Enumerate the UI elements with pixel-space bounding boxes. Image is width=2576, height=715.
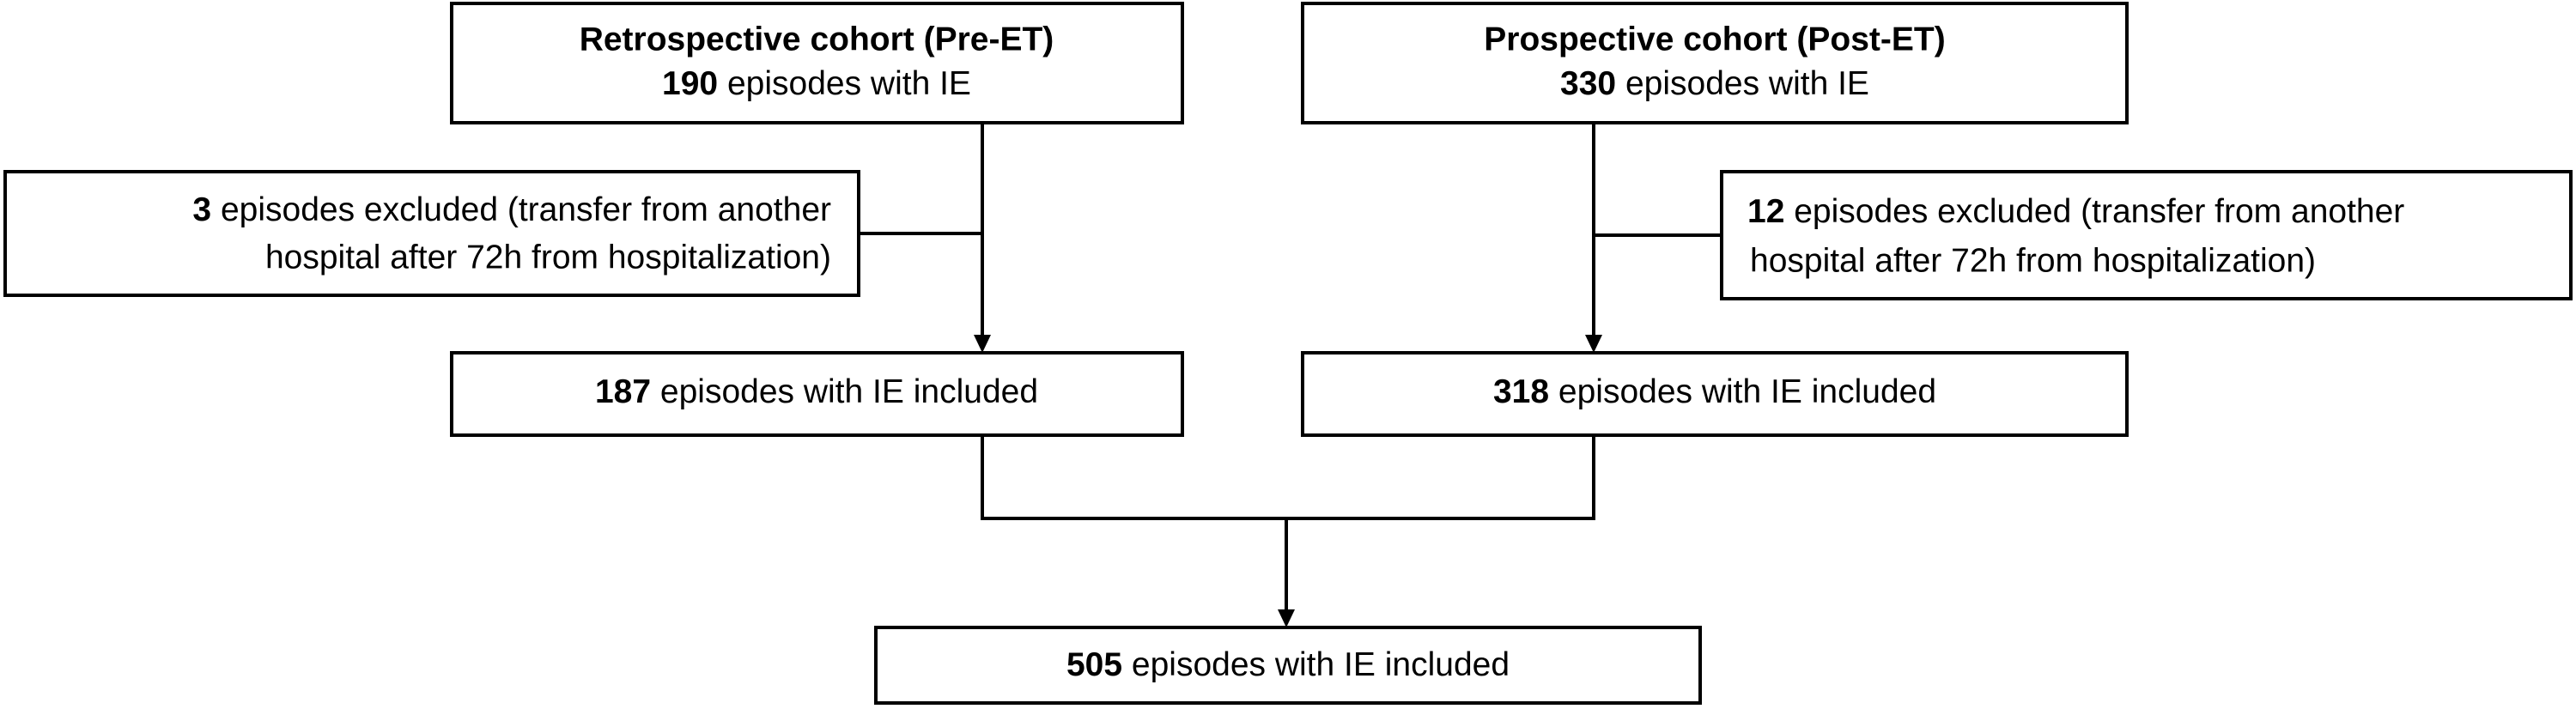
arrowhead xyxy=(1585,335,1602,353)
node-label: 505 episodes with IE included xyxy=(1066,646,1510,683)
connectors xyxy=(859,123,1722,627)
node-count: 3 xyxy=(192,191,211,228)
node-text: episodes with IE included xyxy=(1132,646,1510,683)
node-label: 12 episodes excluded (transfer from anot… xyxy=(1747,193,2404,230)
node-count: 318 xyxy=(1493,373,1549,410)
node-count: 190 xyxy=(662,65,718,102)
node-title: Retrospective cohort (Pre-ET) xyxy=(580,21,1054,58)
node-title: Prospective cohort (Post-ET) xyxy=(1484,21,1945,58)
node-box xyxy=(3,170,860,297)
arrowhead xyxy=(1278,609,1295,627)
node-box xyxy=(1720,170,2573,300)
arrowhead xyxy=(974,335,991,353)
node-label: 318 episodes with IE included xyxy=(1493,373,1936,410)
node-count: 12 xyxy=(1747,193,1784,230)
node-text: episodes excluded (transfer from another xyxy=(1794,193,2404,230)
node-box xyxy=(450,351,1184,437)
node-text: episodes with IE xyxy=(1625,65,1869,102)
node-box xyxy=(1301,351,2129,437)
node-text: hospital after 72h from hospitalization) xyxy=(265,239,831,276)
node-count: 187 xyxy=(595,373,651,410)
node-label: 187 episodes with IE included xyxy=(595,373,1038,410)
node-text: episodes with IE included xyxy=(660,373,1038,410)
node-label: 3 episodes excluded (transfer from anoth… xyxy=(192,191,831,228)
node-box xyxy=(1301,2,2129,124)
node-text: hospital after 72h from hospitalization) xyxy=(1750,242,2316,279)
node-text: episodes excluded (transfer from another xyxy=(221,191,831,228)
node-count: 330 xyxy=(1560,65,1616,102)
node-box xyxy=(874,626,1702,705)
node-text: episodes with IE xyxy=(727,65,971,102)
node-box xyxy=(450,2,1184,124)
node-label: 190 episodes with IE xyxy=(662,65,971,102)
node-count: 505 xyxy=(1066,646,1122,683)
node-text: episodes with IE included xyxy=(1558,373,1936,410)
node-label: 330 episodes with IE xyxy=(1560,65,1869,102)
